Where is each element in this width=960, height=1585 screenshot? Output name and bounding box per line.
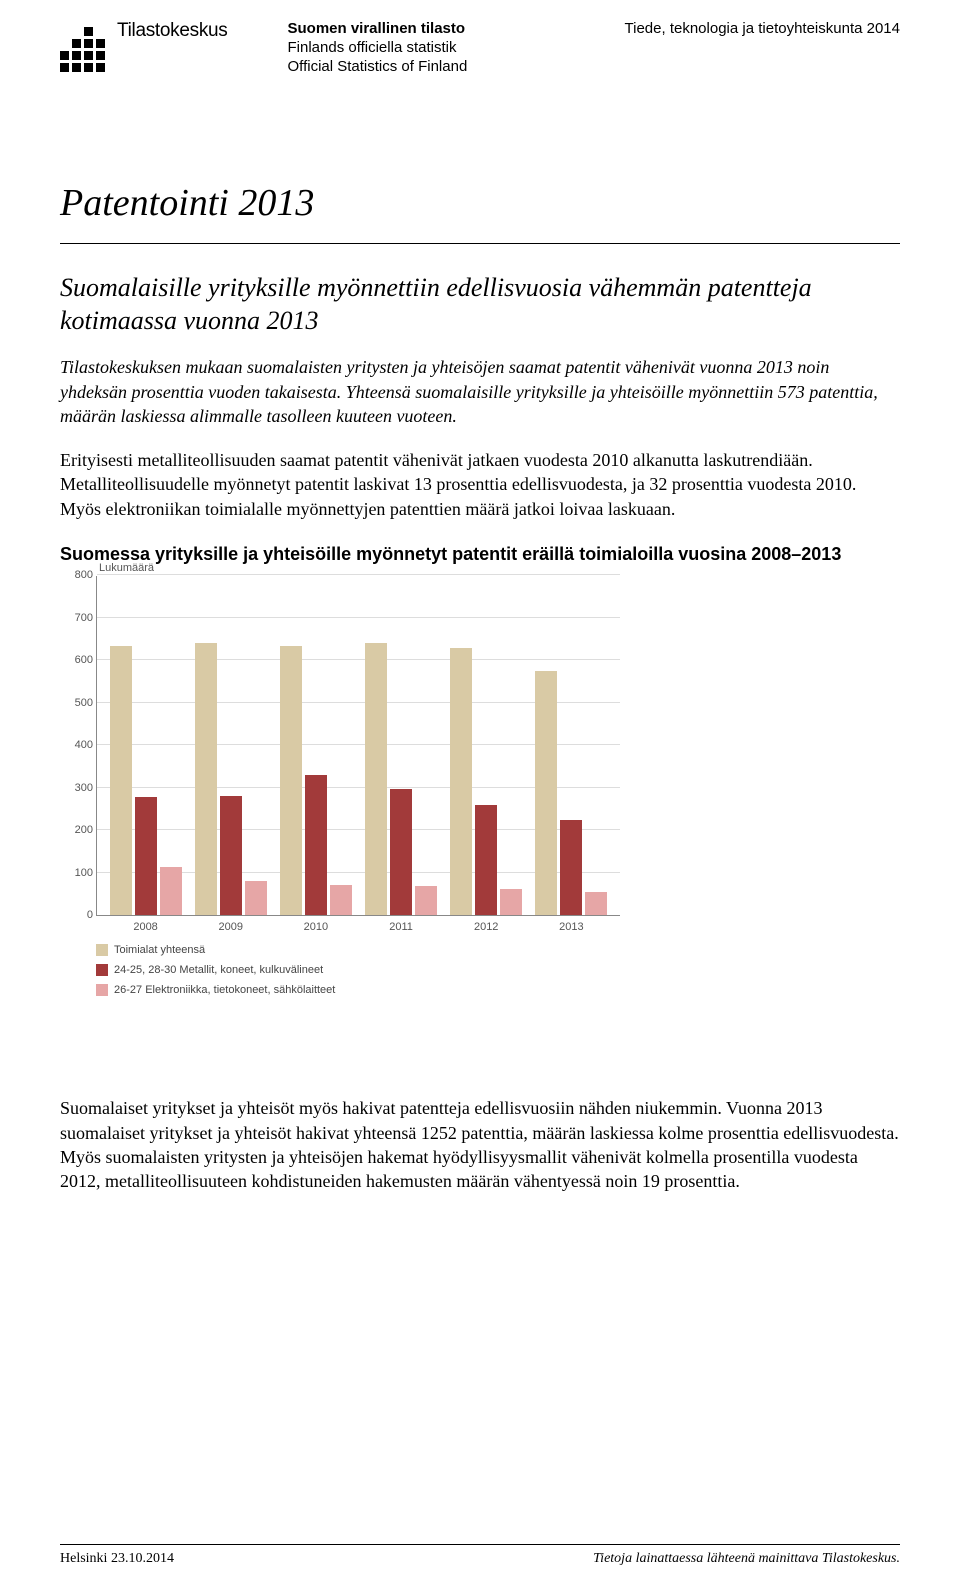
bar [135, 797, 157, 915]
body-paragraph-2: Suomalaiset yritykset ja yhteisöt myös h… [60, 1096, 900, 1193]
bar [365, 643, 387, 915]
official-statistics-label: Suomen virallinen tilasto Finlands offic… [288, 20, 468, 76]
y-tick: 600 [63, 654, 93, 666]
x-tick: 2013 [531, 921, 611, 933]
official-line-3: Official Statistics of Finland [288, 58, 468, 77]
official-line-2: Finlands officiella statistik [288, 39, 468, 58]
legend-item: Toimialat yhteensä [96, 944, 620, 956]
y-tick: 800 [63, 569, 93, 581]
y-tick: 200 [63, 824, 93, 836]
year-group: 2011 [361, 643, 441, 915]
divider [60, 243, 900, 244]
year-group: 2008 [106, 646, 186, 916]
bar [415, 886, 437, 916]
bar [585, 892, 607, 915]
lead-paragraph: Tilastokeskuksen mukaan suomalaisten yri… [60, 355, 900, 428]
official-line-1: Suomen virallinen tilasto [288, 20, 468, 39]
bar [450, 648, 472, 916]
chart-legend: Toimialat yhteensä 24-25, 28-30 Metallit,… [96, 944, 620, 996]
year-group: 2012 [446, 648, 526, 916]
y-axis-label: Lukumäärä [99, 562, 154, 574]
bar [245, 881, 267, 915]
logo-icon [60, 20, 105, 72]
patents-bar-chart: Lukumäärä 010020030040050060070080020082… [60, 576, 620, 996]
footer-date: Helsinki 23.10.2014 [60, 1551, 174, 1567]
page-footer: Helsinki 23.10.2014 Tietoja lainattaessa… [60, 1544, 900, 1567]
legend-swatch [96, 984, 108, 996]
bar [280, 646, 302, 916]
x-tick: 2012 [446, 921, 526, 933]
bar [195, 643, 217, 915]
bar [305, 775, 327, 915]
y-tick: 0 [63, 909, 93, 921]
body-paragraph-1: Erityisesti metalliteollisuuden saamat p… [60, 448, 900, 521]
year-group: 2009 [191, 643, 271, 915]
footer-divider [60, 1544, 900, 1545]
y-tick: 700 [63, 612, 93, 624]
bar [535, 671, 557, 915]
subtitle: Suomalaisille yrityksille myönnettiin ed… [60, 272, 900, 337]
logo-text: Tilastokeskus [117, 20, 228, 42]
legend-label: Toimialat yhteensä [114, 944, 205, 956]
logo-block: Tilastokeskus [60, 20, 228, 72]
legend-item: 24-25, 28-30 Metallit, koneet, kulkuväli… [96, 964, 620, 976]
bar [330, 885, 352, 916]
legend-item: 26-27 Elektroniikka, tietokoneet, sähköl… [96, 984, 620, 996]
chart-title: Suomessa yrityksille ja yhteisöille myön… [60, 543, 900, 566]
y-tick: 500 [63, 697, 93, 709]
x-tick: 2008 [106, 921, 186, 933]
x-tick: 2009 [191, 921, 271, 933]
x-tick: 2010 [276, 921, 356, 933]
bar [500, 889, 522, 915]
bar [110, 646, 132, 916]
topic-label: Tiede, teknologia ja tietoyhteiskunta 20… [625, 20, 900, 37]
page-title: Patentointi 2013 [60, 181, 900, 225]
bar [390, 789, 412, 916]
legend-swatch [96, 964, 108, 976]
y-tick: 100 [63, 867, 93, 879]
bar [475, 805, 497, 916]
footer-source: Tietoja lainattaessa lähteenä mainittava… [593, 1551, 900, 1567]
bar [220, 796, 242, 916]
legend-label: 26-27 Elektroniikka, tietokoneet, sähköl… [114, 984, 335, 996]
y-tick: 300 [63, 782, 93, 794]
y-tick: 400 [63, 739, 93, 751]
bar [560, 820, 582, 916]
legend-swatch [96, 944, 108, 956]
x-tick: 2011 [361, 921, 441, 933]
bar [160, 867, 182, 916]
year-group: 2013 [531, 671, 611, 915]
year-group: 2010 [276, 646, 356, 916]
legend-label: 24-25, 28-30 Metallit, koneet, kulkuväli… [114, 964, 323, 976]
